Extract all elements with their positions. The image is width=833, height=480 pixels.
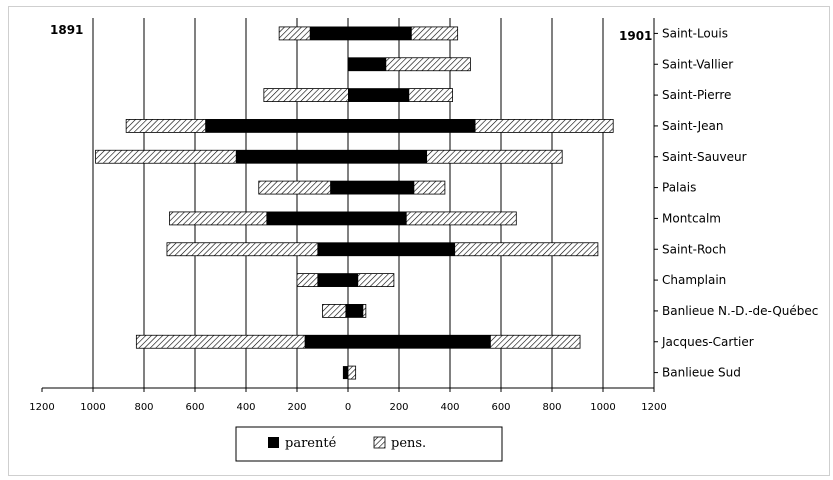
right-year-label: 1901 (619, 29, 652, 43)
category-label: Saint-Sauveur (662, 150, 747, 164)
x-tick-label: 1200 (29, 402, 54, 413)
x-tick-label: 200 (389, 402, 408, 413)
bars (95, 26, 614, 380)
category-label: Saint-Louis (662, 26, 728, 40)
x-tick-label: 600 (185, 402, 204, 413)
category-label: Montcalm (662, 211, 721, 225)
legend-label-parente: parenté (285, 436, 337, 451)
x-tick-label: 800 (134, 402, 153, 413)
x-tick-label: 1200 (641, 402, 666, 413)
bar-parente (348, 88, 410, 102)
category-label: Jacques-Cartier (661, 335, 754, 349)
x-tick-label: 0 (345, 402, 351, 413)
x-tick-label: 1000 (80, 402, 105, 413)
category-label: Saint-Jean (662, 119, 724, 133)
category-label: Banlieue N.-D.-de-Québec (662, 304, 818, 318)
chart-frame (8, 6, 830, 476)
bar-parente (348, 57, 387, 71)
axes: 1200 1000 800 600 400 200 0 200 400 600 800 1000 120… (29, 18, 818, 413)
legend-swatch-parente (268, 437, 279, 448)
legend-swatch-pens (373, 436, 386, 449)
x-tick-label: 1000 (590, 402, 615, 413)
legend-box (235, 426, 503, 462)
bar-parente (342, 366, 348, 380)
category-label: Banlieue Sud (662, 366, 741, 380)
x-tick-label: 200 (287, 402, 306, 413)
bar-pens (347, 365, 357, 380)
bar-parente (235, 150, 428, 164)
bar-parente (345, 304, 364, 318)
bar-parente (205, 119, 476, 133)
bar-parente (266, 211, 407, 225)
bar-parente (309, 26, 412, 40)
bar-parente (317, 242, 456, 256)
grid-lines (92, 18, 604, 388)
legend: parenté pens. (235, 426, 503, 462)
legend-label-pens: pens. (391, 436, 426, 451)
x-tick-label: 400 (440, 402, 459, 413)
x-tick-label: 800 (542, 402, 561, 413)
category-label: Champlain (662, 273, 726, 287)
category-label: Saint-Pierre (662, 88, 731, 102)
x-tick-label: 400 (236, 402, 255, 413)
category-label: Saint-Vallier (662, 57, 733, 71)
bar-parente (330, 181, 415, 195)
category-label: Saint-Roch (662, 242, 726, 256)
category-label: Palais (662, 181, 696, 195)
bar-parente (317, 273, 359, 287)
x-tick-label: 600 (491, 402, 510, 413)
left-year-label: 1891 (50, 23, 83, 37)
bar-parente (304, 335, 491, 349)
